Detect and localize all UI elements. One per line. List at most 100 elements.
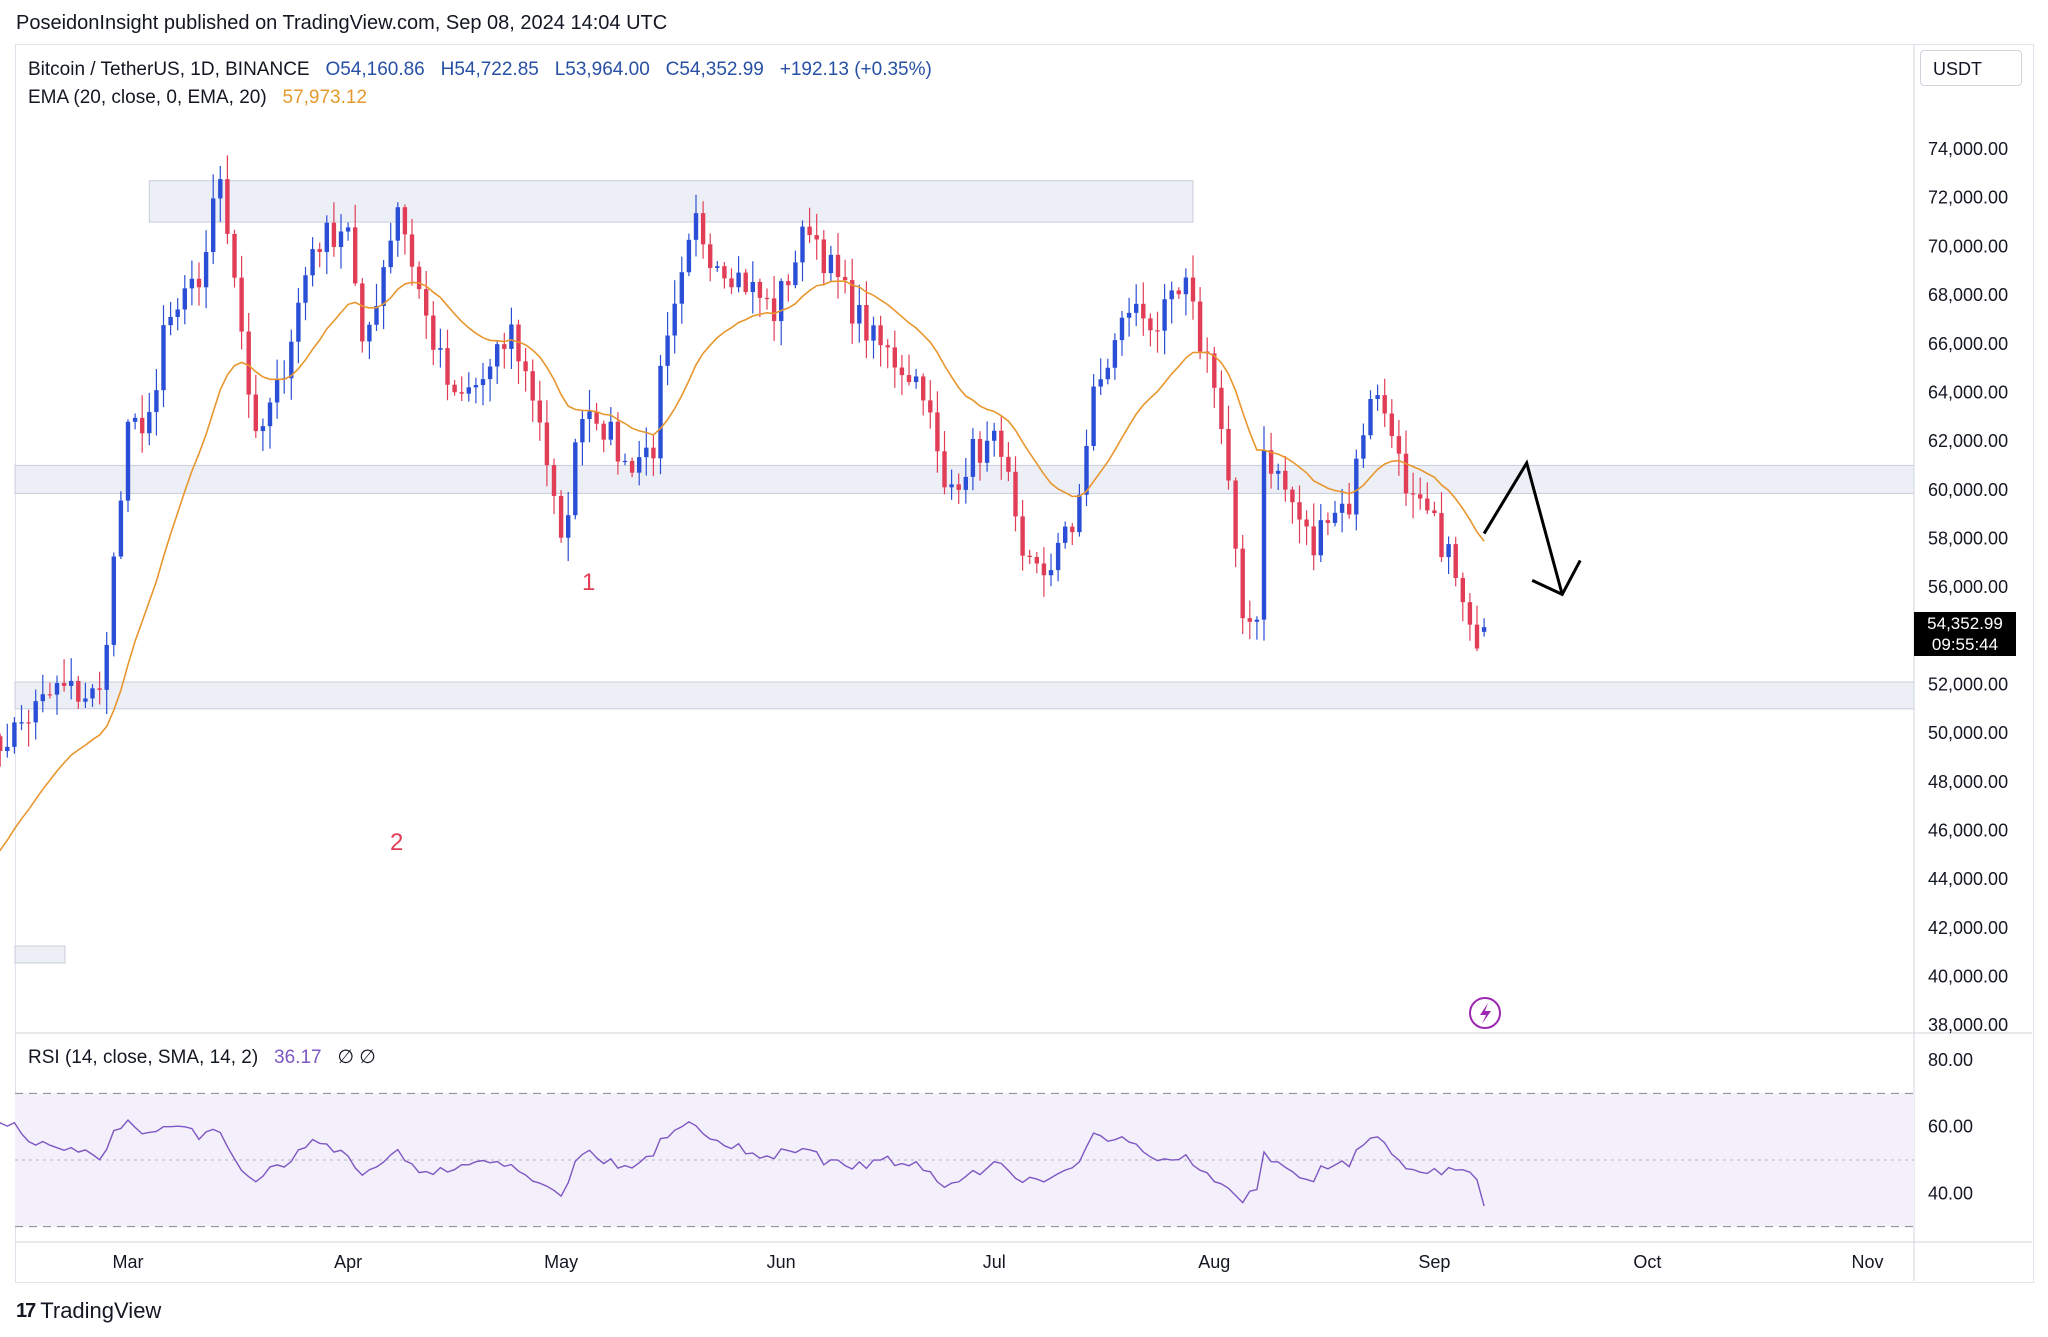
candle-body	[622, 460, 628, 463]
price-tick-label: 38,000.00	[1928, 1015, 2008, 1035]
candle-body	[480, 379, 486, 386]
candle-body	[942, 451, 947, 488]
tradingview-footer[interactable]: 17 TradingView	[16, 1298, 161, 1324]
candle-body	[296, 302, 301, 342]
candle-body	[61, 683, 67, 686]
candle-body	[1325, 520, 1331, 523]
candle-body	[899, 367, 905, 376]
rsi-band-fill	[15, 1093, 1914, 1227]
candle-body	[1048, 570, 1054, 576]
candle-body	[573, 442, 578, 516]
candle-body	[1020, 516, 1025, 556]
candle-body	[1261, 450, 1267, 620]
candle-body	[409, 234, 415, 267]
candle-body	[1212, 353, 1217, 388]
projection-arrow	[1482, 459, 1582, 597]
candle-body	[1034, 557, 1039, 564]
candle-body	[211, 198, 216, 253]
candle-body	[26, 722, 31, 724]
candle-body	[835, 254, 841, 278]
price-tick-label: 50,000.00	[1928, 723, 2008, 743]
currency-selector[interactable]: USDT	[1920, 50, 2022, 86]
candle-body	[1013, 471, 1018, 517]
candle-body	[1041, 563, 1047, 576]
rsi-tick-label: 40.00	[1928, 1183, 1973, 1203]
candle-body	[431, 315, 436, 350]
chart-annotations: 12	[390, 569, 595, 856]
candle-body	[1247, 618, 1252, 622]
last-price-tag: 54,352.99 09:55:44	[1914, 612, 2016, 656]
chart-grid	[15, 44, 2032, 1281]
zone-3	[14, 681, 1915, 710]
arrow-head	[1531, 559, 1582, 597]
candle-body	[69, 680, 74, 686]
price-tick-label: 64,000.00	[1928, 382, 2008, 402]
candle-body	[1439, 513, 1444, 558]
candle-body	[1063, 526, 1068, 543]
candle-body	[587, 411, 592, 419]
candle-body	[388, 240, 393, 268]
candle-body	[374, 305, 379, 325]
candle-body	[182, 288, 187, 310]
candle-body	[324, 222, 329, 253]
candle-body	[253, 394, 258, 432]
candle-body	[814, 235, 819, 240]
candle-body	[984, 440, 990, 463]
candle-body	[1233, 480, 1238, 549]
candle-body	[196, 278, 202, 288]
candle-body	[658, 365, 663, 459]
candle-body	[736, 272, 741, 288]
price-tick-label: 56,000.00	[1928, 577, 2008, 597]
candle-body	[118, 500, 124, 557]
candle-body	[629, 460, 635, 473]
candle-body	[331, 222, 337, 247]
candle-body	[395, 207, 400, 241]
price-tick-label: 68,000.00	[1928, 285, 2008, 305]
candle-body	[1183, 277, 1189, 295]
candle-body	[19, 722, 24, 724]
candle-body	[140, 417, 145, 434]
candle-body	[459, 392, 464, 394]
candle-body	[693, 213, 699, 240]
candle-body	[367, 324, 372, 342]
rsi-value: 36.17	[274, 1047, 322, 1068]
candle-body	[892, 347, 897, 368]
candle-body	[679, 272, 684, 304]
candle-body	[594, 411, 599, 424]
candle-body	[218, 179, 223, 199]
candle-body	[807, 226, 812, 236]
candle-body	[1197, 301, 1203, 352]
candle-body	[871, 325, 876, 341]
candle-body	[665, 335, 670, 366]
candle-body	[1219, 387, 1224, 430]
candle-body	[1240, 548, 1245, 619]
low-value: L53,964.00	[554, 59, 650, 80]
zone-1	[148, 180, 1194, 223]
candle-body	[544, 422, 550, 466]
candle-body	[317, 249, 322, 253]
ema-line-legend: EMA (20, close, 0, EMA, 20) 57,973.12	[28, 84, 932, 112]
close-value: C54,352.99	[665, 59, 764, 80]
open-value: O54,160.86	[325, 59, 425, 80]
candle-body	[644, 447, 649, 458]
candle-body	[381, 267, 386, 306]
time-tick-label: Oct	[1633, 1252, 1661, 1272]
candle-body	[83, 698, 88, 702]
candle-body	[1134, 303, 1139, 313]
candle-body	[992, 430, 997, 441]
candle-body	[1070, 526, 1075, 533]
lightning-icon-glyph	[1480, 1003, 1491, 1024]
candle-body	[267, 402, 273, 427]
rsi-extra: ∅ ∅	[337, 1047, 376, 1068]
candle-body	[800, 226, 805, 263]
chart-frame	[15, 44, 2034, 1283]
candle-body	[672, 303, 677, 336]
candle-body	[1006, 456, 1011, 472]
candle-body	[33, 701, 38, 723]
candle-body	[12, 722, 17, 747]
candle-body	[154, 390, 159, 413]
candle-body	[76, 680, 81, 702]
time-tick-label: May	[544, 1252, 578, 1272]
time-tick-label: Aug	[1198, 1252, 1230, 1272]
